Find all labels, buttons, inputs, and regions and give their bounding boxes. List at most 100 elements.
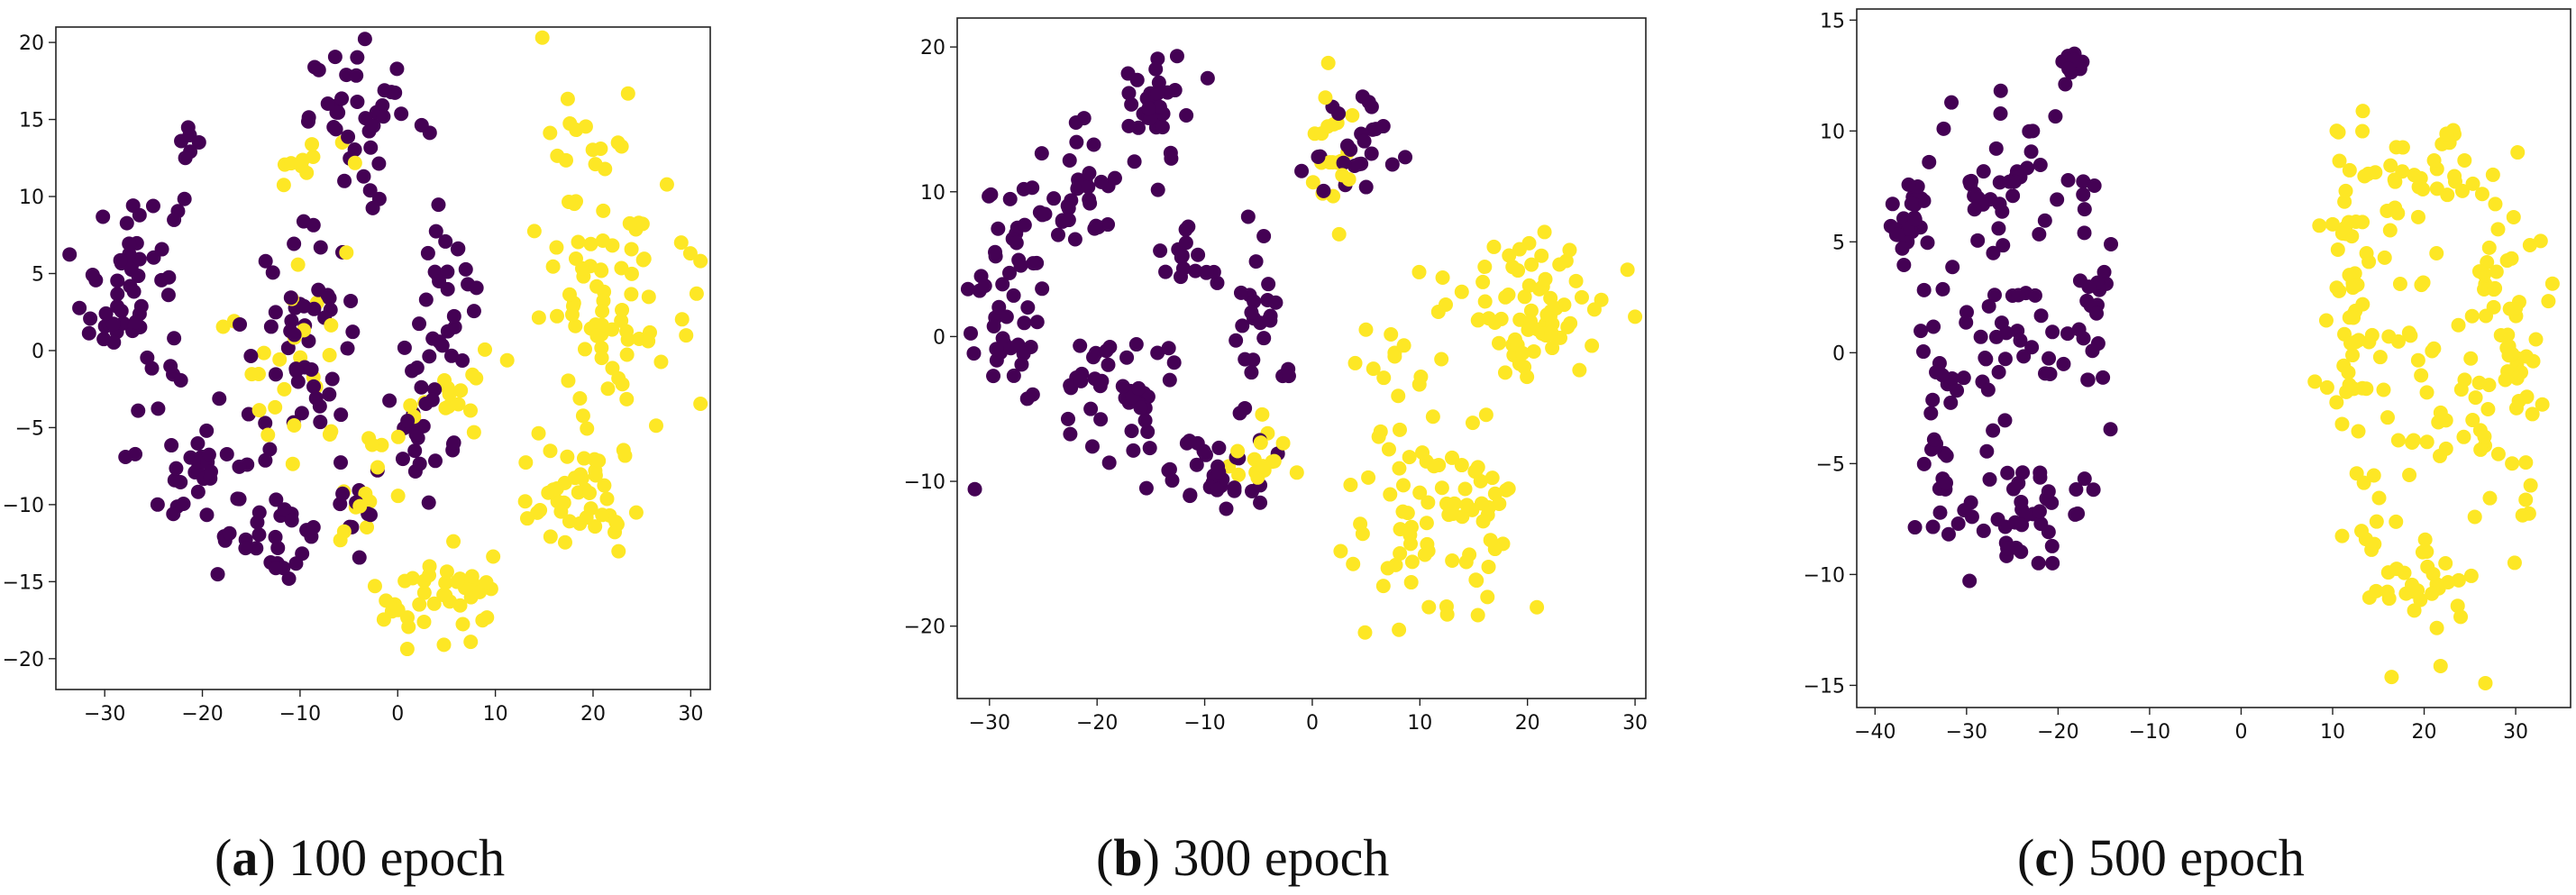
point-class-a xyxy=(177,191,192,206)
point-class-b xyxy=(531,425,546,441)
point-class-b xyxy=(2429,181,2444,196)
point-class-a xyxy=(2076,174,2091,189)
point-class-b xyxy=(1396,338,1411,353)
point-class-b xyxy=(2350,277,2365,292)
point-class-b xyxy=(517,494,533,509)
point-class-a xyxy=(265,265,280,280)
point-class-a xyxy=(432,273,447,288)
point-class-b xyxy=(2473,442,2489,457)
point-class-a xyxy=(201,447,216,462)
point-class-a xyxy=(376,109,391,124)
point-class-b xyxy=(260,427,276,443)
point-class-a xyxy=(1083,401,1099,416)
point-class-a xyxy=(1034,146,1049,161)
y-tick-label: 10 xyxy=(1820,121,1845,143)
point-class-b xyxy=(2347,266,2362,281)
point-class-a xyxy=(983,187,999,202)
point-class-a xyxy=(2032,158,2048,173)
point-class-a xyxy=(466,304,481,319)
point-class-b xyxy=(557,534,572,550)
point-class-b xyxy=(1435,270,1450,286)
point-class-a xyxy=(154,242,169,257)
point-class-a xyxy=(190,484,206,499)
point-class-a xyxy=(258,253,273,269)
point-class-a xyxy=(1925,519,1941,534)
point-class-a xyxy=(1890,227,1905,242)
point-class-a xyxy=(427,453,443,469)
point-class-b xyxy=(360,519,375,534)
point-class-b xyxy=(2453,382,2469,397)
point-class-b xyxy=(438,575,453,590)
point-class-b xyxy=(2471,375,2487,390)
point-class-a xyxy=(199,423,215,438)
point-class-a xyxy=(1238,400,1253,416)
point-class-b xyxy=(2416,275,2431,290)
point-class-b xyxy=(1256,459,1271,474)
point-class-a xyxy=(1069,134,1084,150)
point-class-a xyxy=(1035,281,1050,297)
point-class-a xyxy=(1256,331,1272,346)
point-class-a xyxy=(1375,119,1391,134)
point-class-b xyxy=(589,328,605,343)
point-class-a xyxy=(418,292,434,307)
point-class-b xyxy=(2312,218,2327,233)
point-class-b xyxy=(2371,490,2387,506)
point-class-a xyxy=(72,300,87,315)
point-class-b xyxy=(596,203,611,218)
point-class-a xyxy=(1082,196,1098,211)
point-class-a xyxy=(180,120,196,135)
chart-panel-b: −30 −20 −10 0 10 20 30 −20 −10 0 10 20 (b) 300 epoc… xyxy=(904,17,1648,887)
y-tick-label: −10 xyxy=(3,495,44,517)
point-class-a xyxy=(1174,250,1189,265)
point-class-b xyxy=(1358,322,1374,337)
point-class-b xyxy=(526,224,542,239)
point-class-a xyxy=(2050,192,2065,207)
point-class-a xyxy=(2045,324,2060,340)
point-class-b xyxy=(1404,554,1420,570)
point-class-b xyxy=(2351,424,2366,439)
point-class-a xyxy=(125,198,141,214)
point-class-b xyxy=(594,351,609,366)
point-class-b xyxy=(2410,583,2425,598)
point-class-b xyxy=(2426,341,2442,356)
point-class-a xyxy=(1970,233,1986,248)
point-class-b xyxy=(1568,273,1584,288)
point-class-b xyxy=(2447,169,2462,184)
point-class-a xyxy=(1925,392,1941,407)
point-class-b xyxy=(2465,176,2480,191)
point-class-a xyxy=(110,287,125,302)
point-class-b xyxy=(2525,406,2540,422)
point-class-b xyxy=(1331,226,1347,242)
point-class-b xyxy=(2528,332,2544,347)
point-class-a xyxy=(1165,473,1180,489)
point-class-b xyxy=(469,370,484,386)
x-tick-label: 10 xyxy=(1407,712,1432,735)
x-tick-label: 30 xyxy=(678,703,703,726)
point-class-b xyxy=(549,481,564,497)
point-class-b xyxy=(1412,485,1428,500)
point-class-a xyxy=(1158,264,1174,279)
point-class-a xyxy=(443,348,459,363)
point-class-b xyxy=(2457,152,2472,168)
point-class-b xyxy=(615,377,630,392)
point-class-a xyxy=(1124,96,1139,112)
point-class-a xyxy=(458,261,473,277)
point-class-a xyxy=(284,513,299,528)
point-class-b xyxy=(2451,317,2466,333)
point-class-b xyxy=(439,564,454,580)
point-class-a xyxy=(1907,520,1923,535)
point-class-a xyxy=(2081,279,2096,295)
point-class-a xyxy=(1996,238,2011,253)
x-tick-label: −40 xyxy=(1854,721,1895,744)
point-class-a xyxy=(1926,319,1941,334)
point-class-a xyxy=(118,449,133,464)
point-class-a xyxy=(190,435,206,451)
point-class-b xyxy=(1471,312,1486,327)
point-class-b xyxy=(1484,470,1500,486)
point-class-b xyxy=(648,418,663,434)
point-class-a xyxy=(1128,337,1144,352)
y-tick-label: −5 xyxy=(1816,453,1845,476)
point-class-b xyxy=(2334,416,2350,432)
caption-text-c: 500 epoch xyxy=(2087,828,2305,887)
